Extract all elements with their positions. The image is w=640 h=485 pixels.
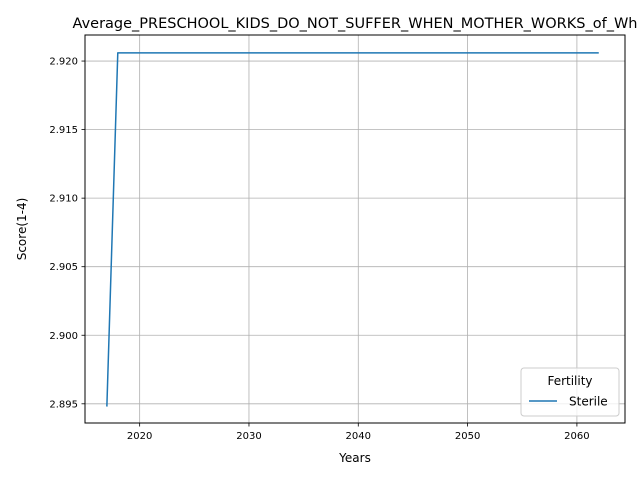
x-tick-label: 2040: [346, 431, 371, 442]
legend-title: Fertility: [547, 374, 592, 388]
y-tick-label: 2.915: [49, 125, 78, 136]
y-tick-layer: 2.895 2.900 2.905 2.910 2.915 2.920: [49, 57, 85, 410]
x-axis-label: Years: [338, 451, 371, 465]
y-tick-label: 2.920: [49, 57, 78, 68]
x-tick-label: 2060: [564, 431, 589, 442]
x-tick-label: 2030: [236, 431, 261, 442]
x-tick-layer: 2020 2030 2040 2050 2060: [127, 423, 590, 442]
y-tick-label: 2.905: [49, 262, 78, 273]
legend-box: [520, 367, 620, 417]
y-tick-label: 2.910: [49, 194, 78, 205]
y-tick-label: 2.900: [49, 331, 78, 342]
legend: Fertility Sterile: [520, 367, 620, 417]
series-layer: [106, 52, 599, 407]
x-tick-label: 2050: [455, 431, 480, 442]
legend-label-sterile: Sterile: [569, 395, 608, 409]
x-tick-label: 2020: [127, 431, 152, 442]
y-axis-label: Score(1-4): [15, 198, 29, 261]
chart-title: Average_PRESCHOOL_KIDS_DO_NOT_SUFFER_WHE…: [73, 16, 638, 32]
plot-frame: [84, 34, 626, 424]
grid-layer: [85, 35, 625, 423]
series-line-sterile: [106, 52, 599, 407]
y-tick-label: 2.895: [49, 399, 78, 410]
